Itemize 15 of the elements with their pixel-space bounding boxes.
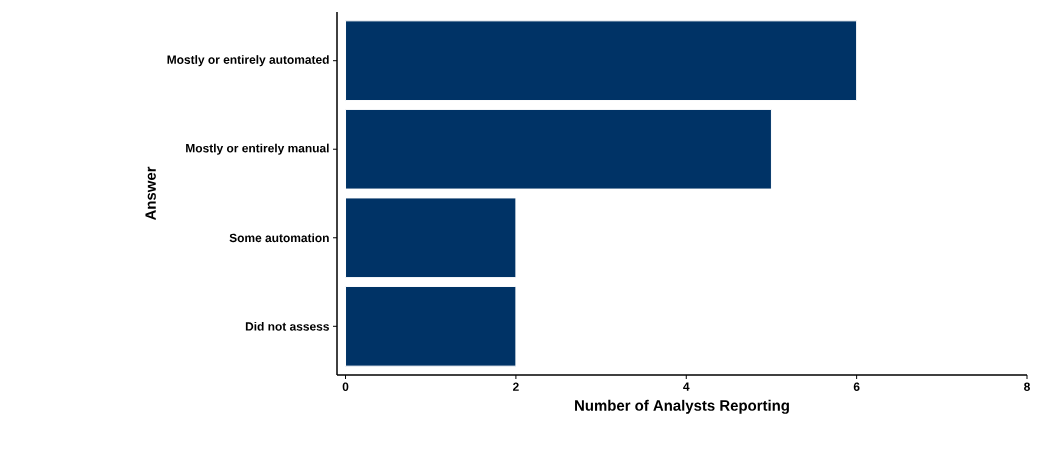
x-tick-label: 8	[1024, 382, 1030, 391]
y-axis-title: Answer	[145, 166, 156, 221]
x-tick-label: 2	[512, 382, 519, 391]
x-tick-label: 4	[683, 382, 690, 391]
x-tick-label: 0	[342, 382, 349, 391]
y-tick-label: Did not assess	[245, 321, 329, 331]
y-tick-label: Mostly or entirely manual	[186, 143, 329, 155]
x-axis-title: Number of Analysts Reporting	[575, 399, 789, 414]
y-tick-label: Some automation	[229, 233, 329, 243]
y-tick-label: Mostly or entirely automated	[167, 55, 329, 67]
x-tick-label: 6	[853, 382, 860, 391]
bar	[345, 108, 772, 190]
bar	[345, 197, 517, 279]
bar	[345, 285, 517, 367]
bar	[345, 20, 858, 102]
